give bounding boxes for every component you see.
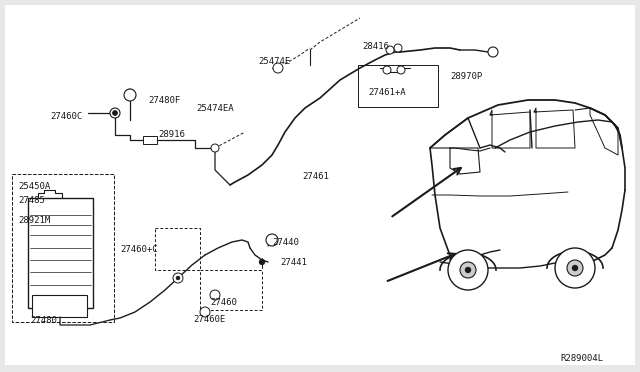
Text: 27461+A: 27461+A [368,88,406,97]
Text: 28916: 28916 [158,130,185,139]
Text: 28416: 28416 [362,42,389,51]
Circle shape [448,250,488,290]
Circle shape [488,47,498,57]
Text: 27460C: 27460C [50,112,83,121]
Circle shape [210,290,220,300]
Bar [12,174,114,322]
Circle shape [397,66,405,74]
Circle shape [113,110,118,115]
Circle shape [567,260,583,276]
Text: 25450A: 25450A [18,182,51,191]
Bar [32,295,87,317]
Bar [358,65,438,107]
Text: 27485: 27485 [18,196,45,205]
Text: R289004L: R289004L [560,354,603,363]
Text: 27461: 27461 [302,172,329,181]
Circle shape [110,108,120,118]
Circle shape [394,44,402,52]
Text: 27460+C: 27460+C [120,245,157,254]
Circle shape [176,276,180,280]
Circle shape [124,89,136,101]
Bar [28,198,93,308]
Circle shape [465,267,471,273]
Circle shape [383,66,391,74]
Text: 27480F: 27480F [148,96,180,105]
Circle shape [386,46,394,54]
Text: 28970P: 28970P [450,72,483,81]
Text: 27460: 27460 [210,298,237,307]
Circle shape [173,273,183,283]
Text: 25474E: 25474E [258,57,291,66]
Text: 27441: 27441 [280,258,307,267]
Circle shape [273,63,283,73]
Circle shape [460,262,476,278]
Circle shape [555,248,595,288]
Text: 28921M: 28921M [18,216,51,225]
Text: 27440: 27440 [272,238,299,247]
Bar [143,136,157,144]
Text: 27460E: 27460E [193,315,225,324]
Circle shape [266,234,278,246]
Text: 27480: 27480 [30,316,57,325]
Circle shape [200,307,210,317]
Circle shape [259,259,265,265]
Text: 25474EA: 25474EA [196,104,234,113]
Circle shape [211,144,219,152]
Circle shape [572,265,578,271]
